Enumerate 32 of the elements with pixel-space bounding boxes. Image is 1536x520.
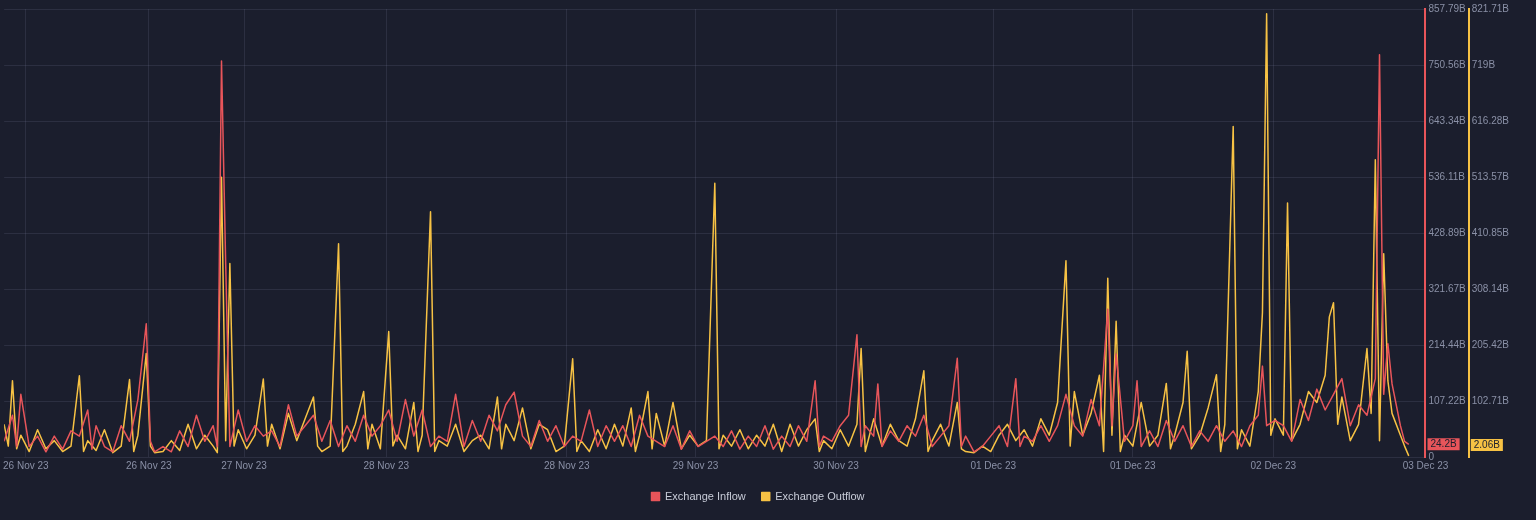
y-tick-label: 0 xyxy=(1428,450,1435,462)
x-tick-label: 26 Nov 23 xyxy=(125,459,172,471)
y2-tick-label: 205.42B xyxy=(1471,338,1510,350)
y2-tick-label: 821.71B xyxy=(1471,2,1510,14)
x-tick-label: 03 Dec 23 xyxy=(1402,459,1449,471)
y-tick-label: 107.22B xyxy=(1428,394,1467,406)
legend-label: Exchange Outflow xyxy=(775,489,865,502)
text: 2.06B xyxy=(1473,438,1501,450)
y2-tick-label: 102.71B xyxy=(1471,394,1510,406)
legend-label: Exchange Inflow xyxy=(665,489,746,502)
x-tick-label: 27 Nov 23 xyxy=(221,459,268,471)
x-tick-label: 28 Nov 23 xyxy=(544,459,591,471)
text: 24.2B xyxy=(1430,438,1457,450)
y-tick-label: 750.56B xyxy=(1428,58,1467,70)
x-tick-label: 01 Dec 23 xyxy=(970,459,1017,471)
y2-tick-label: 616.28B xyxy=(1471,114,1510,126)
y-tick-label: 643.34B xyxy=(1428,114,1467,126)
x-tick-label: 02 Dec 23 xyxy=(1250,459,1297,471)
y2-tick-label: 308.14B xyxy=(1471,282,1510,294)
x-tick-label: 29 Nov 23 xyxy=(672,459,719,471)
y-tick-label: 428.89B xyxy=(1428,226,1467,238)
x-tick-label: 26 Nov 23 xyxy=(3,459,50,471)
x-tick-label: 30 Nov 23 xyxy=(813,459,860,471)
y2-tick-label: 719B xyxy=(1471,58,1496,70)
y2-tick-label: 513.57B xyxy=(1471,170,1510,182)
y-tick-label: 214.44B xyxy=(1428,338,1467,350)
x-tick-label: 01 Dec 23 xyxy=(1110,459,1157,471)
x-tick-label: 28 Nov 23 xyxy=(363,459,410,471)
y2-tick-label: 410.85B xyxy=(1471,226,1510,238)
y-tick-label: 857.79B xyxy=(1428,2,1467,14)
y-tick-label: 536.11B xyxy=(1428,170,1466,182)
y-tick-label: 321.67B xyxy=(1428,282,1467,294)
